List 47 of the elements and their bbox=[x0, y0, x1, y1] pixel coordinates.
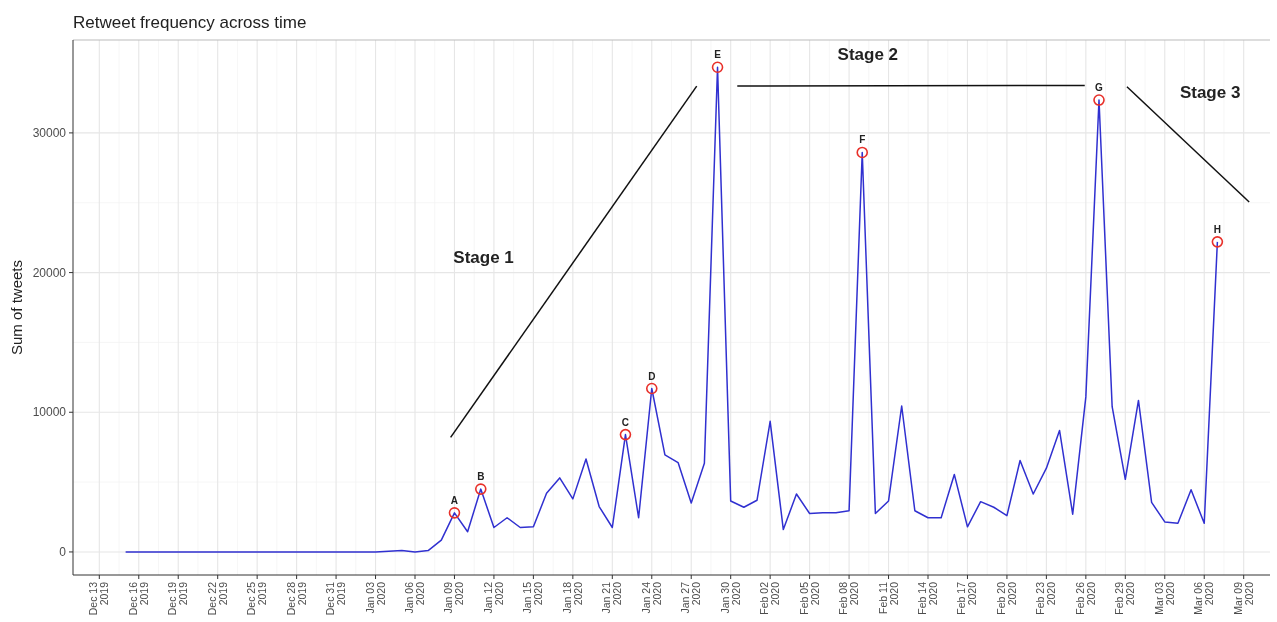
x-tick-label: Jan 06 2020 bbox=[403, 581, 426, 614]
annotation: A bbox=[450, 494, 459, 506]
annotation: H bbox=[1213, 223, 1221, 235]
y-tick-label: 10000 bbox=[32, 405, 67, 420]
x-tick-label: Jan 21 2020 bbox=[600, 581, 624, 614]
x-tick-label: Mar 09 2020 bbox=[1231, 581, 1255, 615]
x-tick-label: Jan 27 2020 bbox=[679, 581, 703, 614]
annotation: Stage 1 bbox=[453, 248, 514, 268]
x-tick-label: Feb 05 2020 bbox=[797, 581, 821, 615]
x-tick-label: Feb 29 2020 bbox=[1113, 581, 1137, 615]
annotation: C bbox=[621, 416, 630, 428]
x-tick-label: Feb 02 2020 bbox=[758, 581, 782, 615]
x-tick-label: Feb 23 2020 bbox=[1034, 581, 1058, 615]
x-tick-label: Feb 20 2020 bbox=[994, 581, 1018, 615]
x-tick-label: Jan 09 2020 bbox=[442, 581, 466, 614]
y-tick-label: 0 bbox=[59, 545, 67, 560]
annotation: F bbox=[859, 134, 866, 146]
annotation: B bbox=[477, 471, 485, 483]
y-axis-title: Sum of tweets bbox=[8, 259, 25, 356]
x-tick-label: Feb 08 2020 bbox=[837, 581, 861, 615]
annotation: Stage 2 bbox=[837, 44, 899, 64]
x-tick-label: Feb 17 2020 bbox=[955, 581, 979, 615]
x-tick-label: Jan 12 2020 bbox=[481, 581, 505, 614]
annotation: E bbox=[714, 49, 722, 61]
y-tick-label: 20000 bbox=[32, 265, 67, 280]
annotation: D bbox=[648, 370, 656, 382]
x-tick-label: Jan 15 2020 bbox=[521, 581, 545, 614]
y-tick-label: 30000 bbox=[32, 126, 67, 141]
x-tick-label: Dec 13 2019 bbox=[87, 581, 111, 616]
x-tick-label: Mar 06 2020 bbox=[1192, 581, 1216, 615]
x-tick-label: Dec 22 2019 bbox=[205, 581, 229, 616]
x-tick-label: Jan 24 2020 bbox=[639, 581, 663, 614]
annotation: G bbox=[1095, 82, 1104, 94]
x-tick-label: Dec 16 2019 bbox=[126, 581, 150, 616]
annotation: Stage 3 bbox=[1179, 83, 1241, 103]
x-tick-label: Jan 03 2020 bbox=[363, 581, 387, 614]
x-tick-label: Feb 14 2020 bbox=[916, 581, 939, 615]
x-tick-label: Dec 19 2019 bbox=[166, 581, 190, 616]
x-tick-label: Jan 18 2020 bbox=[560, 581, 584, 614]
chart-title: Retweet frequency across time bbox=[73, 13, 307, 32]
x-tick-label: Feb 11 2020 bbox=[876, 581, 900, 614]
x-tick-label: Dec 25 2019 bbox=[245, 581, 269, 616]
x-tick-label: Feb 26 2020 bbox=[1073, 581, 1097, 615]
x-tick-label: Jan 30 2020 bbox=[718, 581, 742, 614]
x-tick-label: Dec 28 2019 bbox=[284, 581, 308, 616]
x-tick-label: Mar 03 2020 bbox=[1152, 581, 1176, 615]
x-tick-label: Dec 31 2019 bbox=[324, 581, 348, 616]
